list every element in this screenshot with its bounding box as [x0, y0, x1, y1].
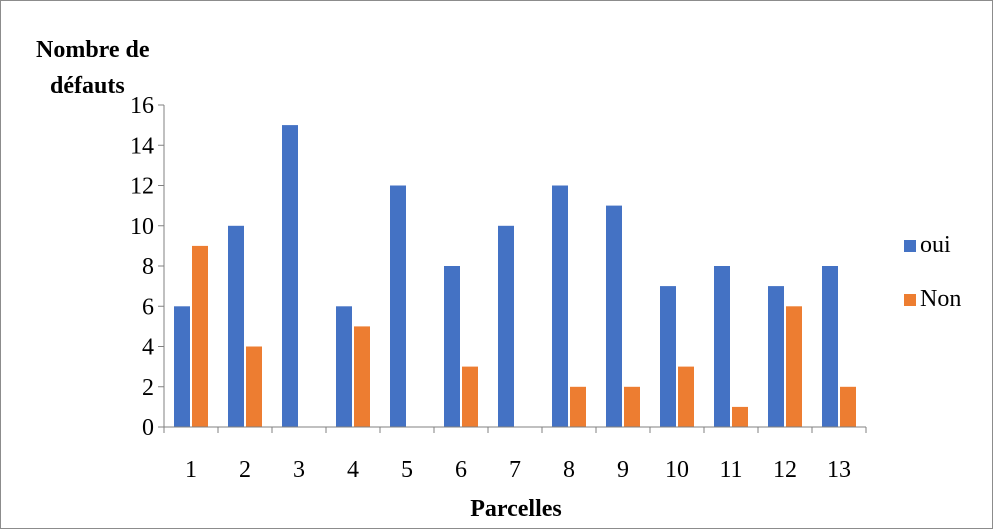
bar-oui-8 — [552, 185, 568, 427]
bar-non-9 — [624, 386, 640, 428]
x-tick-label-4: 4 — [347, 457, 359, 483]
y-axis-title-line1: Nombre de — [36, 37, 150, 63]
y-tick-label-10: 10 — [130, 214, 154, 240]
y-tick-label-2: 2 — [142, 375, 154, 401]
x-tick-label-11: 11 — [719, 457, 742, 483]
y-tick-label-0: 0 — [142, 415, 154, 441]
bar-oui-9 — [606, 205, 622, 427]
x-tick-label-13: 13 — [827, 457, 851, 483]
x-tick-label-5: 5 — [401, 457, 413, 483]
y-tick-label-4: 4 — [142, 335, 154, 361]
y-tick-label-6: 6 — [142, 294, 154, 320]
legend-label-oui: oui — [920, 232, 951, 258]
x-tick-label-7: 7 — [509, 457, 521, 483]
bar-oui-6 — [444, 266, 460, 427]
x-tick-label-9: 9 — [617, 457, 629, 483]
bar-non-10 — [678, 366, 694, 427]
y-tick-label-14: 14 — [130, 133, 154, 159]
legend-swatch-non — [904, 294, 916, 306]
bar-oui-1 — [174, 306, 190, 428]
bar-non-11 — [732, 406, 748, 427]
x-tick-label-3: 3 — [293, 457, 305, 483]
bar-oui-13 — [822, 266, 838, 427]
bar-non-2 — [246, 346, 262, 427]
x-tick-label-2: 2 — [239, 457, 251, 483]
x-tick-label-10: 10 — [665, 457, 689, 483]
x-tick-label-6: 6 — [455, 457, 467, 483]
legend-label-non: Non — [920, 286, 961, 312]
bar-oui-11 — [714, 266, 730, 427]
bar-non-12 — [786, 306, 802, 428]
x-tick-label-12: 12 — [773, 457, 797, 483]
bar-non-1 — [192, 245, 208, 427]
y-axis-title-line2: défauts — [50, 73, 125, 99]
bar-oui-2 — [228, 225, 244, 428]
y-tick-label-8: 8 — [142, 254, 154, 280]
bar-oui-12 — [768, 286, 784, 427]
bar-oui-3 — [282, 125, 298, 427]
bar-non-13 — [840, 386, 856, 428]
x-tick-label-1: 1 — [185, 457, 197, 483]
x-tick-label-8: 8 — [563, 457, 575, 483]
bar-oui-5 — [390, 185, 406, 427]
bar-non-4 — [354, 326, 370, 427]
bar-oui-10 — [660, 286, 676, 427]
bar-oui-4 — [336, 306, 352, 428]
x-axis-title: Parcelles — [470, 496, 562, 522]
y-tick-label-12: 12 — [130, 174, 154, 200]
legend: oui Non — [904, 232, 961, 312]
y-tick-label-16: 16 — [130, 93, 154, 119]
bar-non-6 — [462, 366, 478, 427]
bar-oui-7 — [498, 225, 514, 428]
legend-swatch-oui — [904, 240, 916, 252]
bar-non-8 — [570, 386, 586, 428]
